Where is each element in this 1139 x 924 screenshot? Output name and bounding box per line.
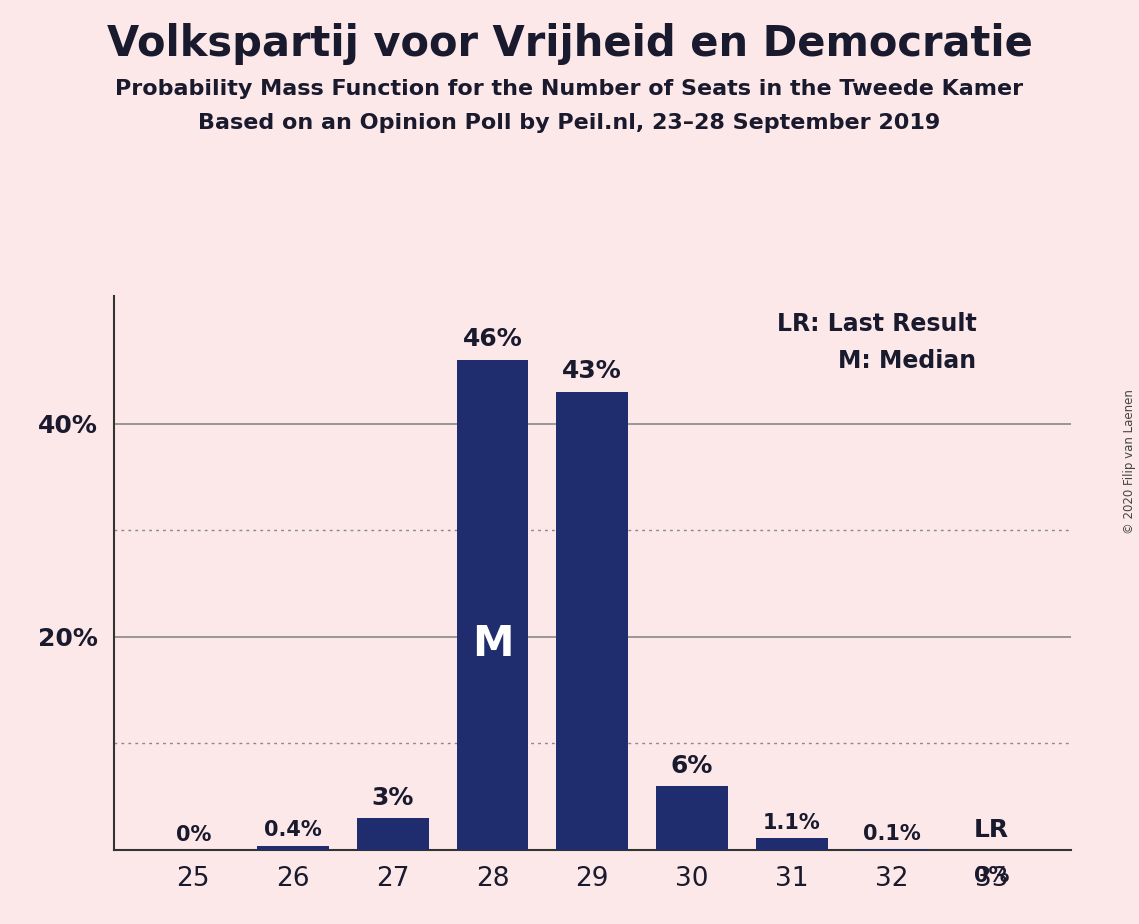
Text: 46%: 46%	[462, 327, 523, 351]
Text: 3%: 3%	[371, 785, 413, 809]
Bar	[257, 845, 329, 850]
Text: © 2020 Filip van Laenen: © 2020 Filip van Laenen	[1123, 390, 1137, 534]
Bar	[756, 838, 828, 850]
Text: Volkspartij voor Vrijheid en Democratie: Volkspartij voor Vrijheid en Democratie	[107, 23, 1032, 65]
Bar	[656, 786, 728, 850]
Text: 0.4%: 0.4%	[264, 821, 322, 841]
Text: 1.1%: 1.1%	[763, 813, 820, 833]
Text: 43%: 43%	[563, 359, 622, 383]
Text: Probability Mass Function for the Number of Seats in the Tweede Kamer: Probability Mass Function for the Number…	[115, 79, 1024, 99]
Text: Based on an Opinion Poll by Peil.nl, 23–28 September 2019: Based on an Opinion Poll by Peil.nl, 23–…	[198, 113, 941, 133]
Text: 6%: 6%	[671, 754, 713, 778]
Text: M: Median: M: Median	[838, 349, 976, 373]
Bar	[855, 849, 927, 850]
Text: M: M	[472, 623, 514, 665]
Text: LR: Last Result: LR: Last Result	[777, 311, 976, 335]
Text: 0.1%: 0.1%	[862, 823, 920, 844]
Bar	[357, 818, 428, 850]
Text: 0%: 0%	[974, 866, 1009, 886]
Text: 0%: 0%	[175, 825, 211, 845]
Bar	[556, 392, 629, 850]
Bar	[457, 359, 528, 850]
Text: LR: LR	[974, 818, 1009, 842]
